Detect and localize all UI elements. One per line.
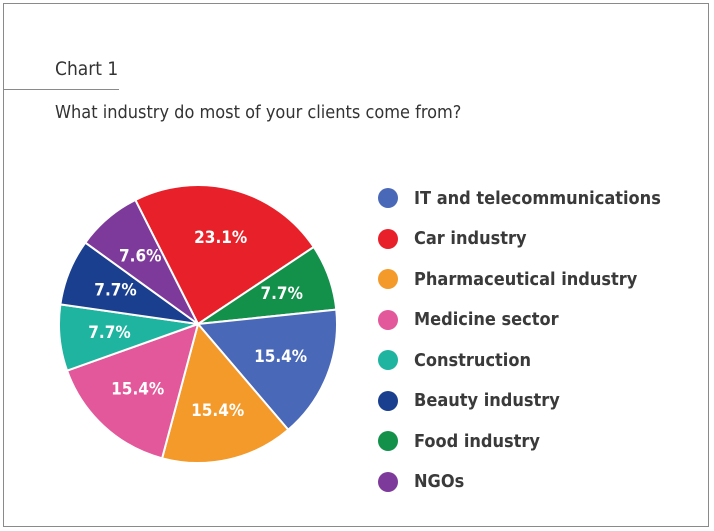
legend-label: Medicine sector [414, 309, 559, 331]
legend-swatch-icon [378, 431, 398, 452]
legend-swatch-icon [378, 350, 398, 371]
legend-swatch-icon [378, 188, 398, 209]
legend-label: Food industry [414, 430, 540, 452]
legend-swatch-icon [378, 228, 398, 249]
pie-slice-it-and-telecommunications [196, 308, 338, 432]
header-divider [4, 89, 119, 90]
slice-label-pharmaceutical-industry: 15.4% [191, 401, 244, 421]
pie-slice-car-industry [133, 184, 316, 326]
slice-label-medicine-sector: 15.4% [111, 379, 164, 399]
legend-label: NGOs [414, 471, 465, 493]
legend-swatch-icon [378, 390, 398, 411]
legend-item-food-industry: Food industry [378, 421, 661, 462]
legend-swatch-icon [378, 471, 398, 492]
legend-swatch-icon [378, 309, 398, 330]
legend-item-construction: Construction [378, 340, 661, 381]
legend-item-ngos: NGOs [378, 462, 661, 503]
pie-slice-medicine-sector [65, 322, 200, 460]
legend-item-beauty-industry: Beauty industry [378, 381, 661, 422]
chart-question: What industry do most of your clients co… [55, 102, 462, 123]
legend-label: Construction [414, 349, 531, 371]
legend-label: Pharmaceutical industry [414, 268, 638, 290]
slice-label-car-industry: 23.1% [194, 228, 247, 248]
chart-label: Chart 1 [55, 58, 119, 80]
legend-item-pharmaceutical-industry: Pharmaceutical industry [378, 259, 661, 300]
legend-label: IT and telecommunications [414, 187, 661, 209]
slice-label-food-industry: 7.7% [260, 284, 302, 304]
legend-label: Car industry [414, 228, 527, 250]
legend: IT and telecommunications Car industry Pha… [378, 178, 661, 502]
slice-label-it-and-telecommunications: 15.4% [254, 347, 307, 367]
pie-slice-pharmaceutical-industry [160, 321, 290, 464]
slice-label-ngos: 7.6% [119, 246, 161, 266]
legend-item-medicine-sector: Medicine sector [378, 300, 661, 341]
legend-swatch-icon [378, 269, 398, 290]
slice-label-construction: 7.7% [88, 323, 130, 343]
slice-label-beauty-industry: 7.7% [94, 281, 136, 301]
pie-slice-ngos [83, 198, 199, 325]
legend-item-it-and-telecommunications: IT and telecommunications [378, 178, 661, 219]
legend-item-car-industry: Car industry [378, 219, 661, 260]
legend-label: Beauty industry [414, 390, 560, 412]
